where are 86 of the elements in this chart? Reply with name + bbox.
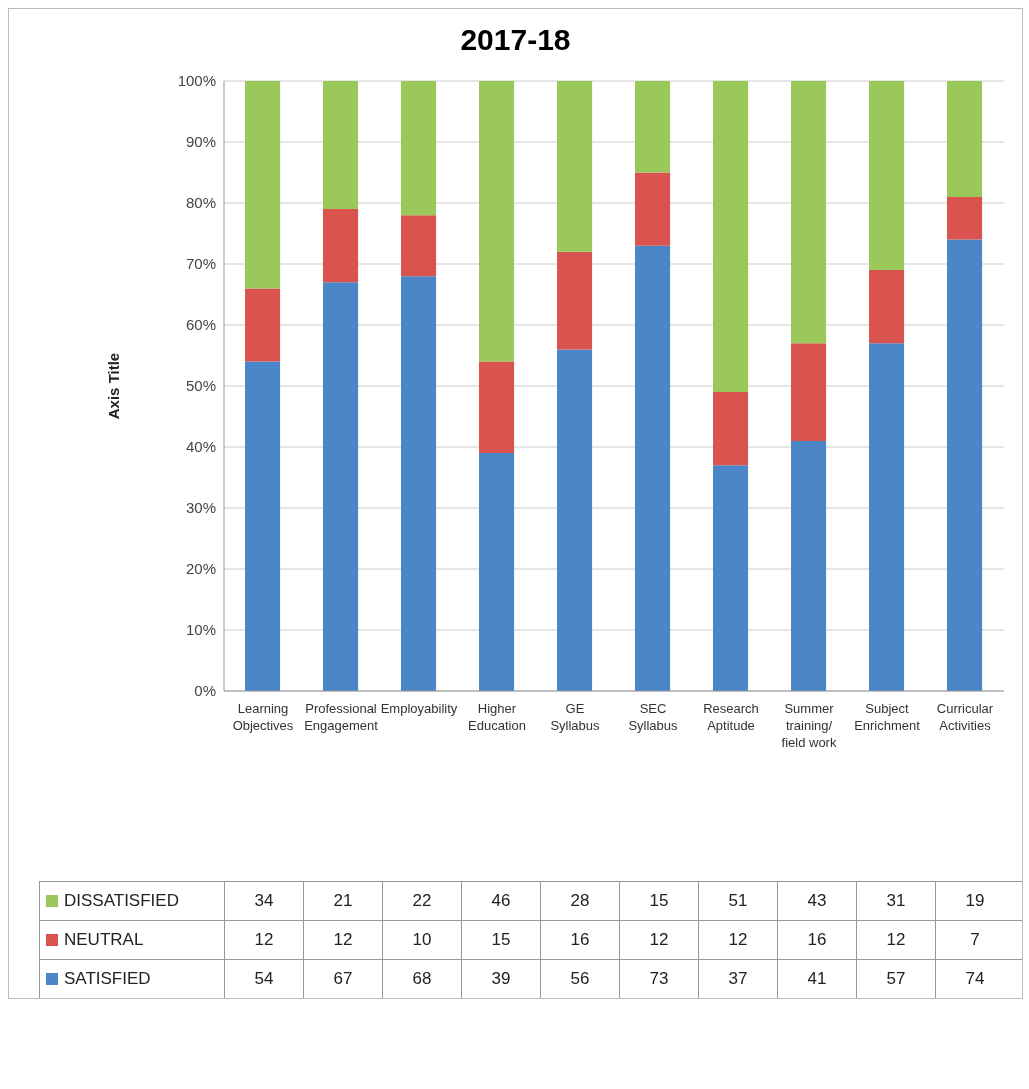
data-label: 16 bbox=[540, 921, 619, 959]
bar bbox=[479, 361, 515, 454]
bar bbox=[245, 81, 281, 289]
data-label: 21 bbox=[303, 882, 382, 920]
legend-label: SATISFIED bbox=[64, 969, 151, 989]
y-tick-label: 40% bbox=[185, 438, 216, 456]
data-label: 37 bbox=[698, 960, 777, 998]
data-label: 12 bbox=[619, 921, 698, 959]
bar bbox=[791, 440, 827, 691]
data-label: 12 bbox=[856, 921, 935, 959]
data-label: 12 bbox=[224, 921, 303, 959]
y-tick-label: 90% bbox=[185, 133, 216, 151]
bar bbox=[323, 209, 359, 283]
data-label: 10 bbox=[382, 921, 461, 959]
chart-title: 2017-18 bbox=[459, 22, 572, 58]
bar bbox=[245, 288, 281, 362]
bar bbox=[947, 196, 983, 240]
data-label: 74 bbox=[935, 960, 1014, 998]
y-tick-label: 80% bbox=[185, 194, 216, 212]
data-label: 67 bbox=[303, 960, 382, 998]
data-label: 7 bbox=[935, 921, 1014, 959]
y-tick-label: 20% bbox=[185, 560, 216, 578]
y-axis-title: Axis Title bbox=[105, 352, 123, 420]
data-label: 16 bbox=[777, 921, 856, 959]
y-tick-label: 50% bbox=[185, 377, 216, 395]
bar bbox=[635, 81, 671, 173]
data-label: 68 bbox=[382, 960, 461, 998]
x-tick-label: Subject Enrichment bbox=[854, 701, 921, 733]
y-tick-label: 60% bbox=[185, 316, 216, 334]
x-tick-label: Research Aptitude bbox=[703, 701, 759, 733]
data-label: 39 bbox=[461, 960, 540, 998]
bar bbox=[479, 453, 515, 691]
bar bbox=[401, 276, 437, 691]
bar bbox=[635, 172, 671, 246]
bar bbox=[401, 215, 437, 277]
data-label: 51 bbox=[698, 882, 777, 920]
data-label: 15 bbox=[461, 921, 540, 959]
y-tick-label: 10% bbox=[185, 621, 216, 639]
legend-label: DISSATISFIED bbox=[64, 891, 179, 911]
bar bbox=[401, 81, 437, 216]
data-label: 19 bbox=[935, 882, 1014, 920]
x-tick-label: Curricular Activities bbox=[936, 701, 994, 733]
bar bbox=[557, 81, 593, 252]
x-tick-label: GE Syllabus bbox=[550, 701, 601, 733]
x-tick-label: Learning Objectives bbox=[232, 701, 294, 733]
data-label: 73 bbox=[619, 960, 698, 998]
bar bbox=[323, 81, 359, 210]
data-label: 12 bbox=[698, 921, 777, 959]
bar bbox=[713, 392, 749, 466]
x-tick-label: Employability bbox=[380, 701, 458, 716]
bar bbox=[479, 81, 515, 362]
bar bbox=[713, 81, 749, 393]
y-tick-label: 30% bbox=[185, 499, 216, 517]
bar bbox=[947, 81, 983, 197]
bar bbox=[947, 239, 983, 691]
data-label: 57 bbox=[856, 960, 935, 998]
x-tick-label: Professional Engagement bbox=[304, 701, 379, 733]
data-label: 28 bbox=[540, 882, 619, 920]
bar bbox=[869, 270, 905, 344]
bar bbox=[713, 465, 749, 691]
data-label: 15 bbox=[619, 882, 698, 920]
data-label: 34 bbox=[224, 882, 303, 920]
data-label: 56 bbox=[540, 960, 619, 998]
y-tick-label: 0% bbox=[194, 682, 216, 700]
data-label: 12 bbox=[303, 921, 382, 959]
x-tick-label: SEC Syllabus bbox=[628, 701, 679, 733]
bar bbox=[869, 81, 905, 271]
data-label: 41 bbox=[777, 960, 856, 998]
bar bbox=[791, 81, 827, 344]
data-label: 46 bbox=[461, 882, 540, 920]
bar bbox=[557, 349, 593, 691]
data-label: 22 bbox=[382, 882, 461, 920]
x-tick-label: Higher Education bbox=[468, 701, 526, 733]
bar bbox=[323, 282, 359, 691]
bar bbox=[635, 245, 671, 691]
data-label: 31 bbox=[856, 882, 935, 920]
bar bbox=[557, 251, 593, 350]
x-tick-label: Summer training/field work bbox=[781, 701, 837, 750]
legend-label: NEUTRAL bbox=[64, 930, 144, 950]
bar bbox=[791, 343, 827, 441]
data-label: 43 bbox=[777, 882, 856, 920]
data-label: 54 bbox=[224, 960, 303, 998]
y-tick-label: 100% bbox=[177, 72, 216, 90]
y-tick-label: 70% bbox=[185, 255, 216, 273]
bar bbox=[245, 361, 281, 691]
bar bbox=[869, 343, 905, 691]
